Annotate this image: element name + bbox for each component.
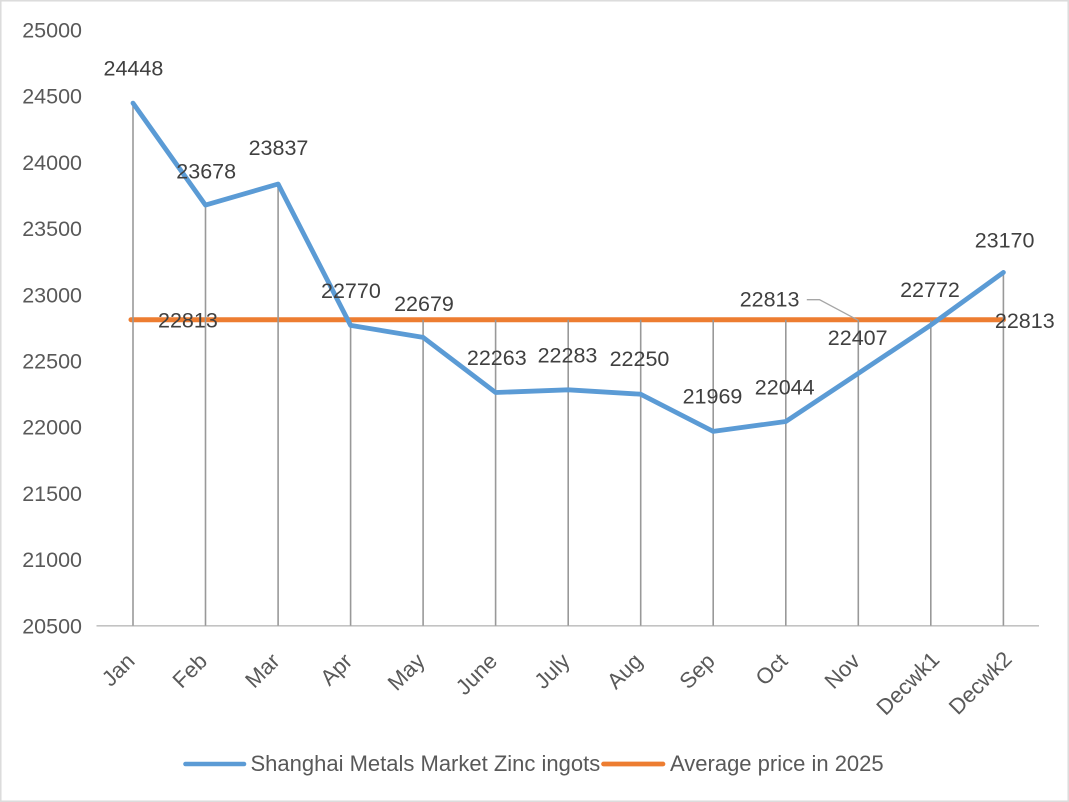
svg-text:22283: 22283 [538, 344, 598, 368]
svg-text:22000: 22000 [22, 416, 82, 440]
svg-text:22407: 22407 [828, 326, 888, 350]
svg-text:23837: 23837 [249, 136, 309, 160]
svg-text:23170: 23170 [975, 228, 1035, 252]
svg-text:22813: 22813 [158, 308, 218, 332]
svg-text:23000: 23000 [22, 283, 82, 307]
svg-text:Average price in 2025: Average price in 2025 [670, 751, 884, 776]
svg-text:24448: 24448 [104, 56, 164, 80]
svg-text:22250: 22250 [610, 347, 670, 371]
svg-text:22813: 22813 [740, 288, 800, 312]
svg-text:24000: 24000 [22, 151, 82, 175]
svg-text:23500: 23500 [22, 217, 82, 241]
svg-text:23678: 23678 [176, 159, 236, 183]
svg-text:Shanghai Metals Market Zinc in: Shanghai Metals Market Zinc ingots [251, 751, 601, 776]
svg-text:21969: 21969 [683, 385, 743, 409]
svg-text:21000: 21000 [22, 548, 82, 572]
svg-text:22679: 22679 [394, 292, 454, 316]
svg-text:24500: 24500 [22, 85, 82, 109]
svg-text:22044: 22044 [755, 375, 815, 399]
svg-text:22813: 22813 [995, 309, 1055, 333]
svg-text:25000: 25000 [22, 19, 82, 43]
svg-text:22500: 22500 [22, 350, 82, 374]
svg-text:22263: 22263 [467, 346, 527, 370]
svg-text:21500: 21500 [22, 482, 82, 506]
svg-text:22772: 22772 [900, 278, 960, 302]
svg-text:20500: 20500 [22, 614, 82, 638]
svg-text:22770: 22770 [321, 279, 381, 303]
